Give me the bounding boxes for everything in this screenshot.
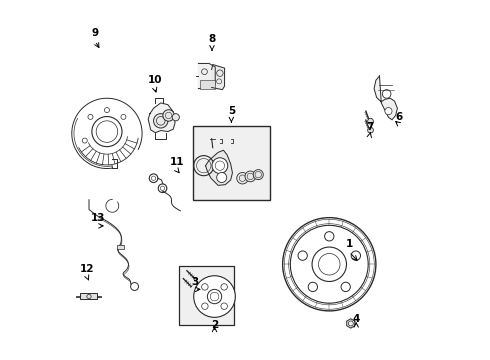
- Bar: [80, 293, 97, 300]
- Polygon shape: [148, 103, 175, 133]
- Polygon shape: [205, 150, 232, 185]
- Bar: [193, 126, 270, 200]
- Text: 7: 7: [366, 122, 373, 132]
- Circle shape: [341, 282, 350, 292]
- Circle shape: [253, 170, 263, 180]
- Circle shape: [283, 218, 376, 311]
- Bar: [179, 266, 234, 325]
- Bar: [117, 245, 124, 249]
- Polygon shape: [212, 64, 224, 90]
- Text: 2: 2: [211, 320, 218, 329]
- Bar: [200, 80, 215, 89]
- Circle shape: [202, 284, 208, 290]
- Text: 3: 3: [191, 276, 198, 287]
- Circle shape: [385, 108, 392, 115]
- Circle shape: [221, 284, 227, 290]
- Polygon shape: [198, 63, 215, 89]
- Circle shape: [207, 289, 221, 304]
- Circle shape: [217, 172, 227, 183]
- Text: 9: 9: [92, 28, 98, 38]
- Text: 13: 13: [91, 213, 105, 223]
- Circle shape: [221, 303, 227, 309]
- Text: 5: 5: [228, 106, 235, 116]
- Circle shape: [153, 114, 168, 128]
- Text: 12: 12: [80, 264, 95, 274]
- Circle shape: [202, 303, 208, 309]
- Text: 6: 6: [395, 112, 403, 122]
- Circle shape: [312, 247, 346, 282]
- Text: 10: 10: [147, 75, 162, 85]
- Circle shape: [163, 110, 174, 121]
- Text: 4: 4: [352, 314, 360, 324]
- Polygon shape: [374, 76, 397, 120]
- Circle shape: [308, 282, 318, 292]
- Circle shape: [212, 158, 228, 174]
- Circle shape: [158, 184, 167, 193]
- Text: 1: 1: [345, 239, 353, 249]
- Circle shape: [368, 127, 373, 133]
- Circle shape: [237, 172, 248, 184]
- Circle shape: [245, 171, 256, 182]
- Circle shape: [298, 251, 307, 260]
- Circle shape: [149, 174, 158, 183]
- Circle shape: [351, 251, 361, 260]
- Circle shape: [194, 276, 235, 318]
- Circle shape: [172, 114, 179, 121]
- Circle shape: [368, 118, 373, 124]
- Circle shape: [131, 283, 139, 291]
- Circle shape: [382, 90, 391, 98]
- Text: 8: 8: [208, 35, 216, 44]
- Polygon shape: [347, 319, 355, 328]
- Text: 11: 11: [170, 157, 184, 167]
- Circle shape: [324, 231, 334, 241]
